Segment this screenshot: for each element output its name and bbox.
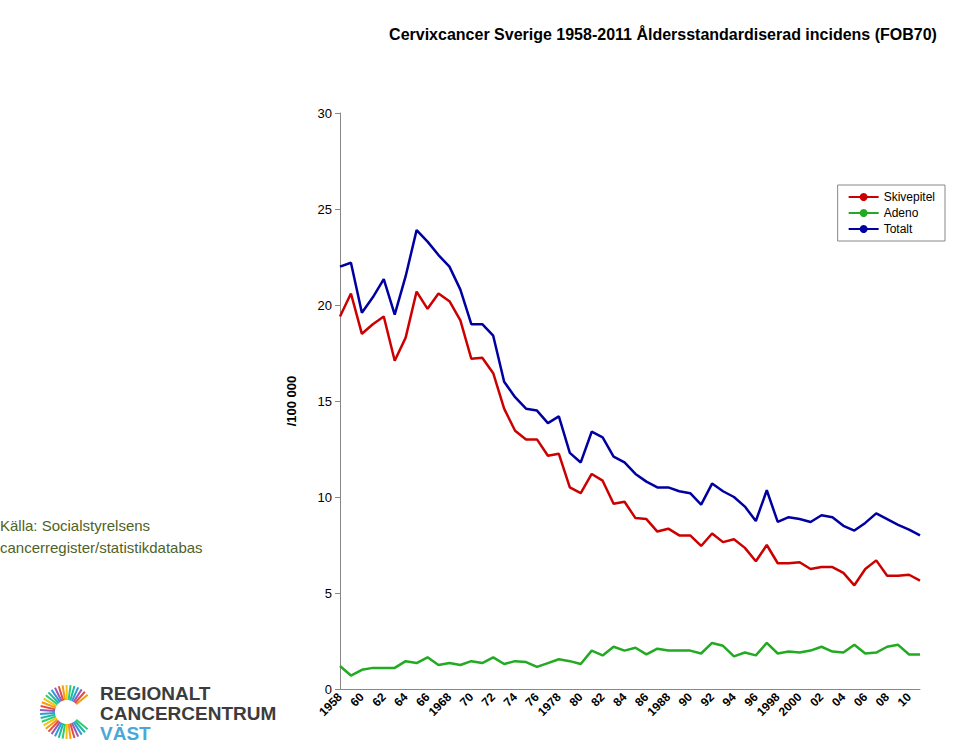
svg-text:1968: 1968 (426, 690, 455, 719)
svg-text:5: 5 (325, 586, 332, 601)
svg-text:REGIONALT: REGIONALT (100, 683, 211, 704)
svg-text:76: 76 (522, 690, 542, 710)
svg-text:Skivepitel: Skivepitel (884, 190, 935, 204)
svg-text:74: 74 (501, 690, 521, 710)
svg-text:Adeno: Adeno (884, 206, 919, 220)
svg-text:1988: 1988 (644, 690, 673, 719)
svg-text:/100 000: /100 000 (284, 376, 299, 427)
svg-text:92: 92 (698, 690, 718, 710)
svg-text:86: 86 (632, 690, 652, 710)
svg-text:02: 02 (807, 690, 827, 710)
svg-text:CANCERCENTRUM: CANCERCENTRUM (100, 703, 276, 724)
svg-text:15: 15 (318, 394, 332, 409)
svg-text:Totalt: Totalt (884, 222, 913, 236)
svg-text:08: 08 (873, 690, 893, 710)
svg-text:30: 30 (318, 106, 332, 121)
svg-text:10: 10 (895, 690, 915, 710)
svg-text:96: 96 (741, 690, 761, 710)
svg-text:82: 82 (588, 690, 608, 710)
svg-text:94: 94 (720, 690, 740, 710)
svg-text:06: 06 (851, 690, 871, 710)
svg-text:10: 10 (318, 490, 332, 505)
svg-text:Källa: Socialstyrelsens: Källa: Socialstyrelsens (0, 517, 150, 534)
svg-text:1978: 1978 (535, 690, 564, 719)
svg-text:80: 80 (566, 690, 586, 710)
svg-text:72: 72 (479, 690, 499, 710)
svg-text:04: 04 (829, 690, 849, 710)
svg-text:1998: 1998 (754, 690, 783, 719)
svg-text:VÄST: VÄST (100, 723, 151, 744)
svg-text:25: 25 (318, 202, 332, 217)
svg-text:60: 60 (348, 690, 368, 710)
svg-text:66: 66 (413, 690, 433, 710)
svg-text:0: 0 (324, 681, 332, 697)
svg-text:84: 84 (610, 690, 630, 710)
svg-text:1958: 1958 (316, 690, 345, 719)
svg-text:2000: 2000 (776, 690, 805, 719)
svg-text:Cervixcancer Sverige 1958-2011: Cervixcancer Sverige 1958-2011 Ålderssta… (389, 25, 937, 43)
svg-text:90: 90 (676, 690, 696, 710)
svg-text:cancerregister/statistikdataba: cancerregister/statistikdatabas (0, 539, 203, 556)
svg-text:64: 64 (391, 690, 411, 710)
svg-text:70: 70 (457, 690, 477, 710)
svg-text:62: 62 (369, 690, 389, 710)
svg-text:20: 20 (318, 298, 332, 313)
